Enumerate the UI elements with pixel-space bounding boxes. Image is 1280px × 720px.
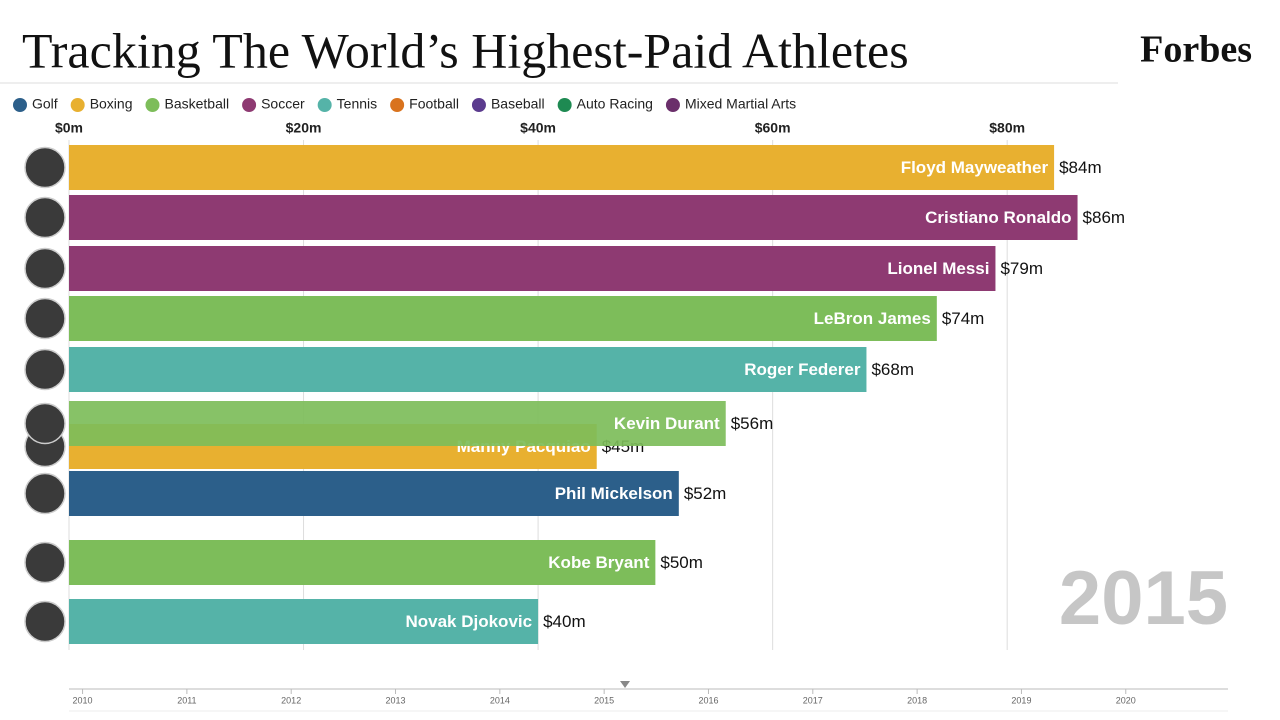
athlete-avatar xyxy=(24,247,66,290)
legend-swatch xyxy=(665,98,680,112)
athlete-avatar xyxy=(24,348,66,391)
timeline-tick-label: 2020 xyxy=(1116,695,1136,705)
legend-swatch xyxy=(471,98,486,112)
legend-label: Basketball xyxy=(165,96,230,112)
x-tick-label: $40m xyxy=(520,120,556,136)
value-label: $40m xyxy=(543,612,586,631)
legend-swatch xyxy=(557,98,572,112)
legend-label: Golf xyxy=(32,96,58,112)
legend-label: Baseball xyxy=(491,96,545,112)
bar xyxy=(69,296,937,341)
bar-name-label: Novak Djokovic xyxy=(405,612,532,631)
value-label: $84m xyxy=(1059,158,1102,177)
bar-name-label: Roger Federer xyxy=(744,360,861,379)
bar xyxy=(69,599,539,644)
athlete-avatar xyxy=(24,402,66,445)
x-tick-label: $20m xyxy=(286,120,322,136)
bar xyxy=(69,145,1055,190)
timeline-tick-label: 2012 xyxy=(281,695,301,705)
timeline-tick-label: 2010 xyxy=(73,695,93,705)
timeline-tick-label: 2016 xyxy=(698,695,718,705)
legend-label: Mixed Martial Arts xyxy=(685,96,796,112)
value-label: $74m xyxy=(942,309,985,328)
bar-name-label: LeBron James xyxy=(814,309,931,328)
bar xyxy=(69,246,996,291)
athlete-avatar xyxy=(24,472,66,515)
year-label: 2015 xyxy=(1059,556,1228,641)
timeline-marker xyxy=(620,681,631,688)
bar-name-label: Lionel Messi xyxy=(887,259,989,278)
athlete-avatar xyxy=(24,196,66,239)
legend-label: Auto Racing xyxy=(577,96,653,112)
bar-name-label: Cristiano Ronaldo xyxy=(925,208,1071,227)
athlete-avatar xyxy=(24,146,66,189)
bar xyxy=(69,347,867,392)
legend-swatch xyxy=(145,98,160,112)
legend-swatch xyxy=(242,98,257,112)
value-label: $79m xyxy=(1000,259,1043,278)
bar xyxy=(69,195,1078,240)
value-label: $86m xyxy=(1083,208,1126,227)
bar-name-label: Kobe Bryant xyxy=(548,553,649,572)
x-tick-label: $80m xyxy=(989,120,1025,136)
bar xyxy=(69,540,656,585)
timeline-tick-label: 2013 xyxy=(386,695,406,705)
brand-logo: Forbes xyxy=(1140,29,1252,71)
bar xyxy=(69,471,679,516)
timeline-tick-label: 2017 xyxy=(803,695,823,705)
value-label: $56m xyxy=(731,414,774,433)
athlete-avatar xyxy=(24,600,66,643)
timeline-tick-label: 2018 xyxy=(907,695,927,705)
bar-name-label: Phil Mickelson xyxy=(555,484,673,503)
legend-swatch xyxy=(13,98,27,112)
legend-label: Football xyxy=(409,96,459,112)
value-label: $52m xyxy=(684,484,727,503)
chart-title: Tracking The World’s Highest-Paid Athlet… xyxy=(22,22,909,78)
x-tick-label: $60m xyxy=(755,120,791,136)
x-tick-label: $0m xyxy=(55,120,83,136)
bar xyxy=(69,401,726,446)
timeline-tick-label: 2014 xyxy=(490,695,510,705)
legend-label: Soccer xyxy=(261,96,305,112)
timeline-tick-label: 2015 xyxy=(594,695,614,705)
athlete-avatar xyxy=(24,297,66,340)
legend-swatch xyxy=(317,98,332,112)
timeline-tick-label: 2019 xyxy=(1011,695,1031,705)
athlete-avatar xyxy=(24,541,66,584)
legend-swatch xyxy=(70,98,85,112)
value-label: $50m xyxy=(660,553,703,572)
bar-name-label: Kevin Durant xyxy=(614,414,720,433)
value-label: $68m xyxy=(871,360,914,379)
legend-label: Tennis xyxy=(337,96,377,112)
timeline-tick-label: 2011 xyxy=(177,695,196,705)
legend-swatch xyxy=(390,98,405,112)
bar-name-label: Floyd Mayweather xyxy=(901,158,1049,177)
legend-label: Boxing xyxy=(90,96,133,112)
